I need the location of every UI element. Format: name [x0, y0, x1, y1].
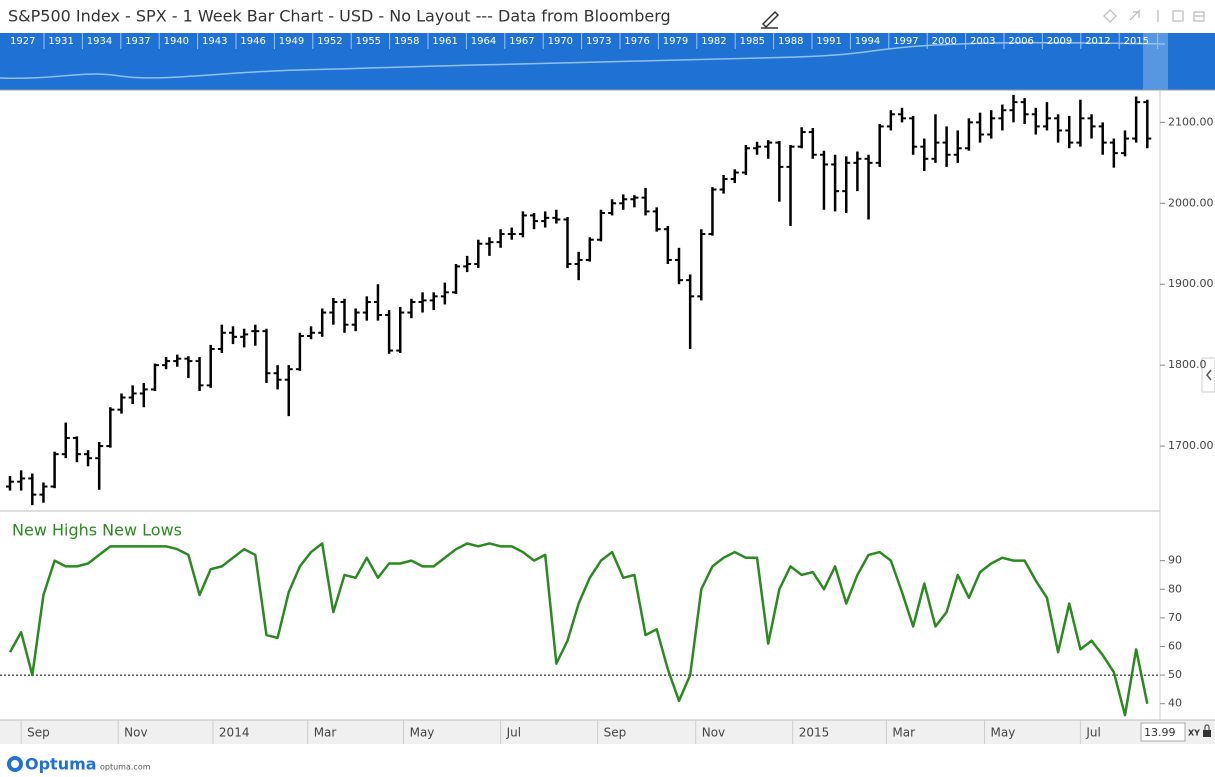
chart-title: S&P500 Index - SPX - 1 Week Bar Chart - … — [8, 7, 671, 26]
navigator-year: 2015 — [1124, 36, 1149, 47]
panel-title: New Highs New Lows — [12, 521, 182, 540]
navigator-year: 1991 — [816, 36, 841, 47]
y-tick-label: 60 — [1168, 639, 1182, 652]
navigator-year: 2003 — [970, 36, 995, 47]
line-series — [8, 542, 1149, 717]
side-toggle[interactable] — [1201, 357, 1215, 393]
navigator-year: 1949 — [279, 36, 304, 47]
navigator-year: 1979 — [663, 36, 688, 47]
x-tick-label: Jul — [506, 726, 521, 740]
navigator-year: 1931 — [48, 36, 73, 47]
navigator-year: 2000 — [932, 36, 957, 47]
navigator-year: 1946 — [240, 36, 265, 47]
x-tick-label: Mar — [314, 726, 337, 740]
navigator-year: 1934 — [87, 36, 112, 47]
navigator-year: 1952 — [317, 36, 342, 47]
y-tick-label: 70 — [1168, 611, 1182, 624]
navigator-year: 1958 — [394, 36, 419, 47]
navigator-year: 1937 — [125, 36, 150, 47]
y-tick-label: 2000.00 — [1168, 196, 1214, 209]
y-tick-label: 1700.00 — [1168, 439, 1214, 452]
navigator-year: 1955 — [356, 36, 381, 47]
navigator-year: 1988 — [778, 36, 803, 47]
x-tick-label: Sep — [27, 726, 50, 740]
navigator-year: 2012 — [1085, 36, 1110, 47]
x-tick-label: May — [410, 726, 435, 740]
navigator-year: 1973 — [586, 36, 611, 47]
mode-label[interactable]: XY — [1188, 729, 1200, 738]
x-axis-band — [0, 720, 1215, 744]
zoom-box[interactable] — [1140, 722, 1186, 742]
navigator-year: 2006 — [1008, 36, 1033, 47]
y-tick-label: 1900.00 — [1168, 277, 1214, 290]
navigator-window[interactable] — [1143, 33, 1168, 90]
lock-icon[interactable] — [1203, 730, 1211, 737]
navigator-year: 1994 — [855, 36, 880, 47]
navigator-year: 1967 — [509, 36, 534, 47]
navigator-year: 1961 — [432, 36, 457, 47]
x-tick-label: Nov — [702, 726, 725, 740]
zoom-value: 13.99 — [1144, 726, 1176, 739]
x-tick-label: May — [991, 726, 1016, 740]
y-tick-label: 40 — [1168, 697, 1182, 710]
y-tick-label: 1800.0 — [1168, 358, 1207, 371]
lock-shackle — [1204, 724, 1210, 730]
x-tick-label: 2014 — [219, 726, 250, 740]
navigator-year: 2009 — [1047, 36, 1072, 47]
y-tick-label: 2100.00 — [1168, 115, 1214, 128]
x-tick-label: Sep — [604, 726, 627, 740]
navigator-year: 1964 — [471, 36, 496, 47]
navigator-year: 1982 — [701, 36, 726, 47]
edit-icon[interactable] — [761, 10, 780, 29]
brand: Optuma — [25, 755, 97, 774]
navigator-year: 1970 — [548, 36, 573, 47]
navigator-year: 1985 — [740, 36, 765, 47]
x-tick-label: 2015 — [799, 726, 830, 740]
navigator-year: 1940 — [164, 36, 189, 47]
side-toggle-arrow — [1206, 369, 1212, 381]
navigator-year: 1927 — [10, 36, 35, 47]
x-tick-label: Nov — [124, 726, 147, 740]
y-tick-label: 50 — [1168, 668, 1182, 681]
navigator-year: 1943 — [202, 36, 227, 47]
toolbar-icons[interactable] — [1103, 9, 1205, 23]
navigator-line — [0, 41, 1166, 80]
logo-hole — [11, 760, 19, 768]
x-tick-label: Jul — [1085, 726, 1100, 740]
navigator-year: 1976 — [624, 36, 649, 47]
y-tick-label: 90 — [1168, 554, 1182, 567]
brand-site: optuma.com — [100, 763, 151, 772]
y-tick-label: 80 — [1168, 582, 1182, 595]
x-tick-label: Mar — [892, 726, 915, 740]
navigator-year: 1997 — [893, 36, 918, 47]
